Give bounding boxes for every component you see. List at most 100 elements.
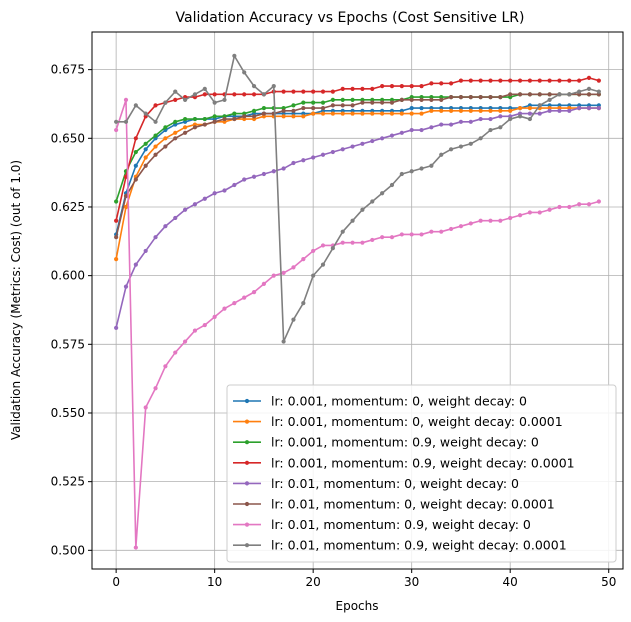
- data-point: [261, 171, 267, 177]
- data-point: [360, 86, 365, 91]
- data-point: [567, 204, 572, 210]
- legend-label: lr: 0.001, momentum: 0, weight decay: 0.…: [271, 414, 563, 429]
- data-point: [458, 78, 464, 83]
- data-point: [143, 155, 148, 160]
- data-point: [498, 108, 503, 113]
- data-point: [311, 248, 316, 254]
- data-point: [577, 78, 582, 83]
- plot-frame: [91, 31, 624, 570]
- data-point: [183, 339, 188, 344]
- data-point: [508, 92, 513, 97]
- data-point: [389, 182, 395, 188]
- data-point: [567, 108, 572, 113]
- data-point: [291, 103, 296, 108]
- legend-item: lr: 0.01, momentum: 0, weight decay: 0.0…: [233, 497, 555, 512]
- data-point: [163, 144, 168, 149]
- data-point: [586, 105, 592, 111]
- data-point: [301, 257, 306, 262]
- data-point: [320, 262, 326, 267]
- legend-marker: [244, 501, 250, 507]
- x-tick-label: 10: [207, 575, 222, 589]
- data-point: [350, 240, 355, 245]
- data-point: [271, 84, 276, 89]
- data-point: [291, 89, 296, 94]
- data-point: [173, 89, 178, 94]
- data-point: [330, 149, 335, 155]
- data-point: [360, 240, 365, 245]
- data-point: [517, 213, 523, 218]
- data-point: [389, 133, 395, 138]
- data-point: [498, 218, 503, 223]
- data-point: [488, 127, 493, 133]
- data-point: [547, 97, 552, 102]
- data-point: [468, 78, 473, 83]
- data-point: [311, 273, 316, 278]
- data-point: [192, 125, 198, 130]
- data-point: [527, 105, 533, 111]
- data-point: [409, 169, 414, 174]
- data-point: [153, 133, 158, 138]
- data-point: [281, 108, 286, 113]
- y-tick-label: 0.675: [51, 63, 85, 77]
- data-point: [468, 221, 473, 226]
- data-point: [261, 92, 267, 97]
- data-point: [340, 229, 345, 234]
- data-point: [123, 204, 129, 210]
- data-point: [508, 215, 513, 221]
- data-point: [281, 114, 286, 119]
- axis-ticks: 0 10 20 30 40 50 0.500 0.525 0.550 0.575 0.600 0.62…: [51, 63, 617, 589]
- data-point: [419, 84, 424, 89]
- data-point: [242, 295, 247, 300]
- data-point: [429, 81, 434, 86]
- data-point: [468, 95, 473, 100]
- data-point: [537, 111, 542, 116]
- x-axis-label: Epochs: [336, 599, 379, 613]
- data-point: [350, 218, 355, 223]
- data-point: [232, 182, 237, 188]
- y-axis-label: Validation Accuracy (Metrics: Cost) (out…: [9, 160, 23, 440]
- data-point: [468, 119, 473, 124]
- data-point: [212, 92, 217, 97]
- data-point: [330, 89, 335, 94]
- data-point: [281, 89, 286, 94]
- data-point: [301, 114, 306, 119]
- data-point: [370, 199, 375, 204]
- data-point: [380, 235, 385, 240]
- data-point: [143, 405, 148, 410]
- legend: lr: 0.001, momentum: 0, weight decay: 0 l…: [226, 384, 617, 563]
- data-point: [173, 350, 178, 355]
- data-point: [508, 108, 513, 113]
- data-point: [527, 210, 533, 215]
- data-point: [537, 92, 542, 97]
- legend-label: lr: 0.001, momentum: 0.9, weight decay: …: [271, 455, 575, 470]
- data-point: [123, 97, 129, 102]
- data-point: [527, 116, 533, 122]
- data-point: [478, 136, 483, 141]
- data-point: [517, 78, 523, 83]
- data-point: [448, 226, 454, 232]
- data-point: [163, 100, 168, 105]
- data-point: [202, 322, 207, 328]
- legend-box: [226, 384, 617, 563]
- data-point: [537, 78, 542, 83]
- data-point: [557, 204, 562, 210]
- data-point: [350, 111, 355, 116]
- data-point: [360, 207, 365, 212]
- y-tick-label: 0.650: [51, 131, 85, 145]
- data-point: [301, 301, 306, 306]
- data-point: [232, 116, 237, 122]
- data-point: [370, 100, 375, 105]
- series-7: [114, 97, 601, 550]
- data-point: [596, 105, 601, 111]
- data-point: [596, 78, 601, 83]
- data-point: [301, 89, 306, 94]
- data-point: [281, 270, 286, 275]
- data-point: [429, 125, 434, 130]
- data-point: [439, 97, 444, 102]
- x-tick-label: 50: [601, 575, 616, 589]
- data-point: [409, 232, 414, 237]
- data-point: [389, 111, 395, 116]
- legend-marker: [244, 460, 250, 465]
- data-point: [173, 215, 178, 221]
- data-point: [350, 97, 355, 102]
